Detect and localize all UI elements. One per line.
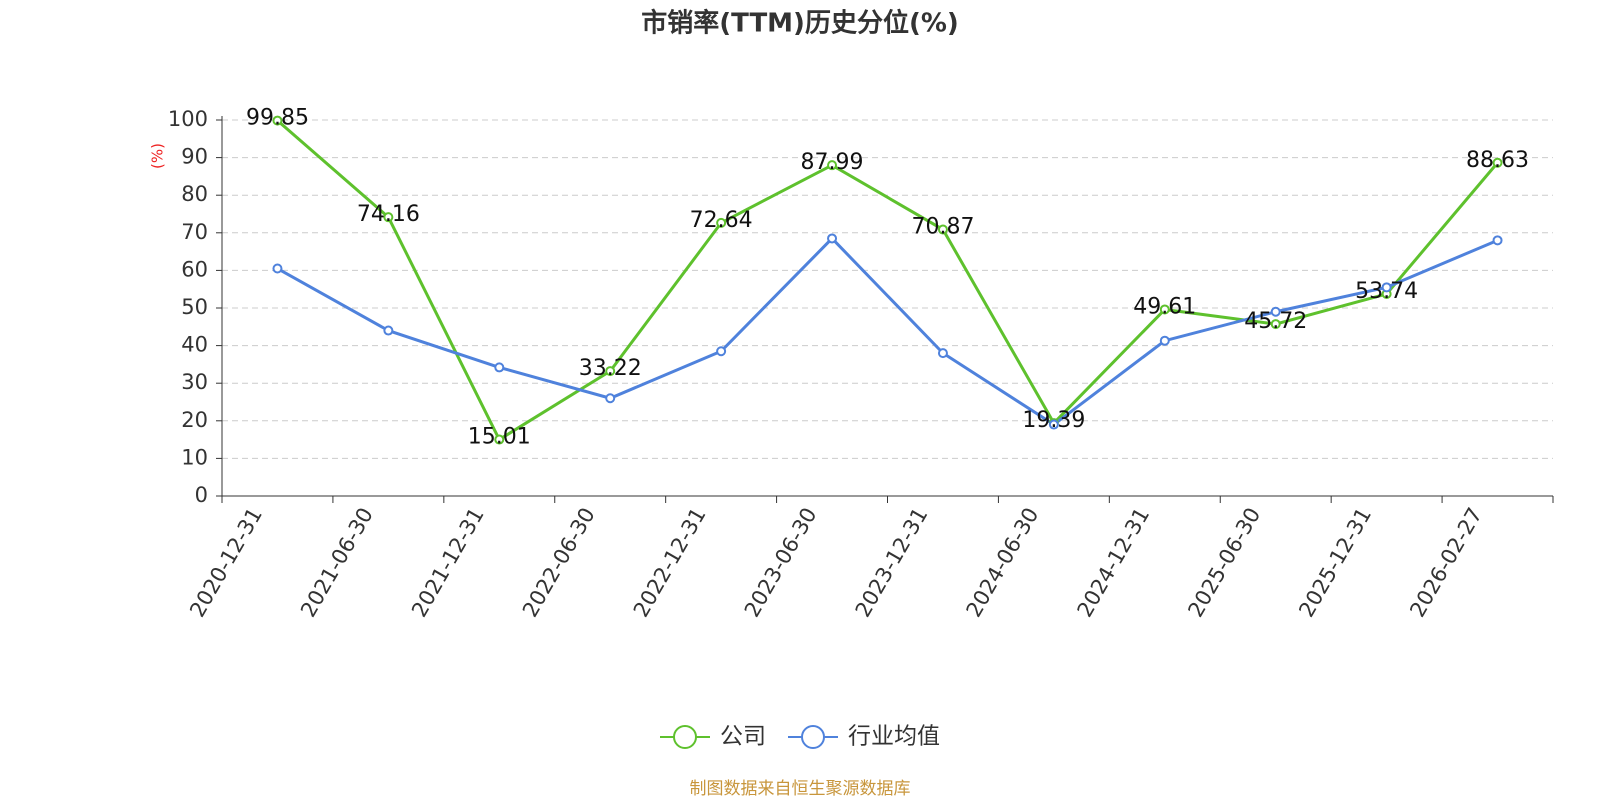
data-point xyxy=(716,217,727,228)
data-point xyxy=(494,434,505,445)
data-point xyxy=(605,366,616,377)
data-label: 45.72 xyxy=(1244,309,1307,334)
data-label: 53.74 xyxy=(1355,279,1418,304)
legend-label: 行业均值 xyxy=(848,724,940,750)
x-tick-label: 2021-12-31 xyxy=(407,503,489,621)
y-tick-label: 20 xyxy=(181,408,208,432)
data-point xyxy=(272,115,283,126)
data-point xyxy=(827,233,838,244)
data-label: 19.39 xyxy=(1022,408,1085,433)
data-point xyxy=(1159,304,1170,315)
chart-title: 市销率(TTM)历史分位(%) xyxy=(641,8,959,39)
data-point xyxy=(1048,419,1059,430)
data-label: 49.61 xyxy=(1133,294,1196,319)
legend-label: 公司 xyxy=(720,724,766,750)
data-point xyxy=(1492,157,1503,168)
data-point xyxy=(272,263,283,274)
x-tick-label: 2022-06-30 xyxy=(518,504,600,622)
data-point xyxy=(1270,319,1281,330)
y-tick-label: 40 xyxy=(181,333,208,357)
y-tick-label: 90 xyxy=(181,145,208,169)
data-point xyxy=(827,160,838,171)
legend-marker xyxy=(673,725,697,749)
data-point xyxy=(494,362,505,373)
data-label: 72.64 xyxy=(690,208,753,233)
data-point xyxy=(1270,306,1281,317)
data-label: 88.63 xyxy=(1466,148,1529,173)
y-tick-label: 80 xyxy=(181,182,208,206)
series-line xyxy=(276,236,1499,427)
data-point xyxy=(716,346,727,357)
series-line xyxy=(276,119,1499,442)
x-tick-label: 2024-06-30 xyxy=(962,504,1044,622)
x-tick-label: 2023-12-31 xyxy=(851,503,933,621)
y-tick-label: 0 xyxy=(195,483,208,507)
data-label: 33.22 xyxy=(579,356,642,381)
data-point xyxy=(383,212,394,223)
y-tick-label: 30 xyxy=(181,370,208,394)
data-label: 70.87 xyxy=(911,215,974,240)
data-point xyxy=(1159,335,1170,346)
data-point xyxy=(383,325,394,336)
legend-marker xyxy=(801,725,825,749)
data-point xyxy=(1381,282,1392,293)
data-label: 99.85 xyxy=(246,106,309,131)
x-tick-label: 2023-06-30 xyxy=(740,504,822,622)
x-tick-label: 2024-12-31 xyxy=(1073,504,1155,622)
y-tick-label: 50 xyxy=(181,295,208,319)
x-tick-label: 2021-06-30 xyxy=(296,504,378,622)
x-tick-label: 2022-12-31 xyxy=(629,504,711,622)
data-point xyxy=(605,393,616,404)
y-tick-label: 70 xyxy=(181,220,208,244)
y-tick-label: 60 xyxy=(181,257,208,281)
data-label: 74.16 xyxy=(357,202,420,227)
data-point xyxy=(937,348,948,359)
y-tick-label: 10 xyxy=(181,445,208,469)
data-label: 15.01 xyxy=(468,425,531,450)
x-tick-label: 2020-12-31 xyxy=(185,504,267,622)
y-tick-label: 100 xyxy=(168,107,208,131)
x-tick-label: 2026-02-27 xyxy=(1405,504,1487,622)
data-point xyxy=(1492,235,1503,246)
legend-item: 行业均值 xyxy=(788,724,940,750)
y-axis-label: (%) xyxy=(149,143,167,169)
x-tick-label: 2025-12-31 xyxy=(1294,504,1376,622)
data-label: 87.99 xyxy=(801,150,864,175)
data-point xyxy=(937,224,948,235)
x-tick-label: 2025-06-30 xyxy=(1183,504,1265,622)
source-note: 制图数据来自恒生聚源数据库 xyxy=(690,779,911,799)
legend-item: 公司 xyxy=(660,724,766,750)
